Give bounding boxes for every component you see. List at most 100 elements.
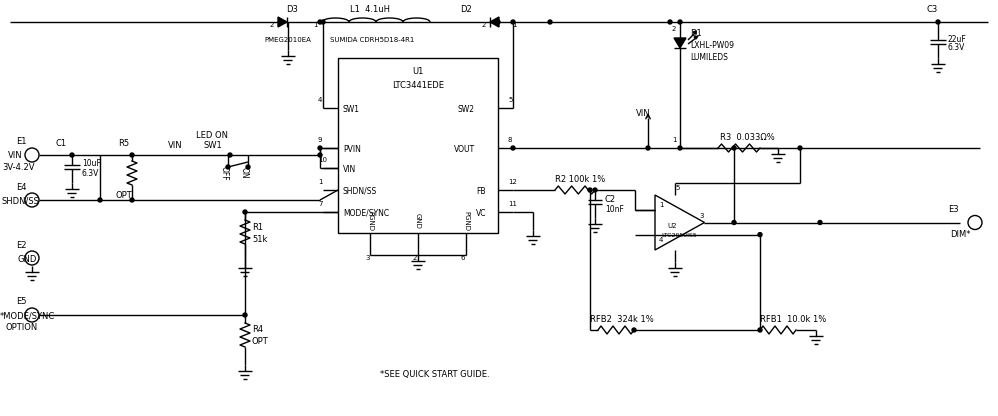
Text: OPT: OPT	[116, 191, 133, 200]
Text: 4: 4	[659, 237, 664, 243]
Text: R2 100k 1%: R2 100k 1%	[555, 174, 605, 183]
Text: 11: 11	[508, 201, 517, 207]
Text: OPT: OPT	[252, 337, 268, 346]
Polygon shape	[674, 38, 686, 48]
Text: 6.3V: 6.3V	[82, 168, 100, 178]
Text: 51k: 51k	[252, 235, 267, 245]
Text: 3: 3	[700, 213, 704, 218]
Text: R4: R4	[252, 324, 263, 334]
Circle shape	[632, 328, 636, 332]
Text: 1: 1	[313, 22, 317, 28]
Polygon shape	[490, 17, 499, 27]
Circle shape	[98, 198, 102, 202]
Circle shape	[511, 146, 515, 150]
Text: 2: 2	[672, 26, 677, 32]
Circle shape	[758, 328, 762, 332]
Text: FB: FB	[476, 186, 485, 196]
Circle shape	[243, 313, 247, 317]
Polygon shape	[694, 36, 698, 39]
Text: VIN: VIN	[636, 109, 651, 117]
Text: SW2: SW2	[458, 104, 475, 114]
Text: 10: 10	[318, 157, 327, 163]
Circle shape	[593, 188, 597, 192]
Text: VOUT: VOUT	[454, 144, 475, 154]
Circle shape	[732, 220, 736, 225]
Text: LED ON: LED ON	[196, 131, 228, 139]
Text: 9: 9	[318, 137, 322, 143]
Text: L1  4.1uH: L1 4.1uH	[350, 5, 390, 15]
Text: C1: C1	[56, 139, 67, 149]
Text: LXHL-PW09: LXHL-PW09	[690, 42, 734, 50]
Text: 2: 2	[413, 255, 417, 261]
Text: R1: R1	[252, 223, 263, 233]
Text: 5: 5	[508, 97, 512, 103]
Text: GND: GND	[18, 255, 37, 263]
Circle shape	[588, 188, 592, 192]
Text: 22uF: 22uF	[948, 35, 967, 44]
Text: U1: U1	[412, 67, 424, 77]
Text: 1: 1	[672, 137, 677, 143]
Text: 8: 8	[508, 137, 513, 143]
Text: D1: D1	[690, 30, 702, 39]
Circle shape	[732, 146, 736, 150]
Circle shape	[321, 20, 325, 24]
Text: SW1: SW1	[343, 104, 360, 114]
Circle shape	[130, 153, 134, 157]
Text: VIN: VIN	[8, 151, 23, 161]
Text: E1: E1	[16, 138, 27, 146]
Circle shape	[818, 220, 822, 225]
Circle shape	[318, 146, 322, 150]
Text: SHDN/SS: SHDN/SS	[343, 186, 377, 196]
Text: C3: C3	[927, 5, 938, 15]
Circle shape	[496, 20, 500, 24]
Circle shape	[758, 233, 762, 237]
Circle shape	[243, 210, 247, 214]
Text: SHDN/SS: SHDN/SS	[2, 196, 40, 206]
Circle shape	[228, 153, 232, 157]
Text: 3V-4.2V: 3V-4.2V	[2, 163, 35, 173]
Circle shape	[646, 146, 650, 150]
Text: U2: U2	[667, 223, 677, 228]
Circle shape	[511, 20, 515, 24]
Circle shape	[936, 20, 940, 24]
Text: 1: 1	[659, 203, 664, 208]
Text: 2: 2	[270, 22, 274, 28]
Polygon shape	[693, 31, 696, 34]
Text: 4: 4	[318, 97, 322, 103]
Text: 1: 1	[318, 179, 322, 185]
Text: LUMILEDS: LUMILEDS	[690, 52, 728, 62]
Text: RFB1  10.0k 1%: RFB1 10.0k 1%	[760, 314, 826, 324]
Circle shape	[318, 20, 322, 24]
Text: *MODE/SYNC: *MODE/SYNC	[0, 312, 55, 320]
Text: VIN: VIN	[343, 164, 356, 173]
Text: 10nF: 10nF	[605, 206, 624, 215]
Text: *SEE QUICK START GUIDE.: *SEE QUICK START GUIDE.	[380, 371, 490, 379]
Text: E3: E3	[948, 205, 959, 214]
Text: VC: VC	[476, 208, 486, 218]
Text: E4: E4	[16, 183, 27, 191]
Text: ON: ON	[240, 167, 249, 179]
Text: C2: C2	[605, 195, 616, 203]
Text: 3: 3	[365, 255, 369, 261]
Circle shape	[226, 165, 230, 169]
Text: 5: 5	[675, 185, 680, 191]
Text: OPTION: OPTION	[6, 324, 38, 332]
Text: E2: E2	[16, 240, 27, 250]
Text: SW1: SW1	[204, 141, 223, 149]
Bar	[338, 58, 498, 233]
Polygon shape	[655, 195, 705, 250]
Text: GND: GND	[415, 213, 421, 229]
Text: RFB2  324k 1%: RFB2 324k 1%	[590, 314, 654, 324]
Text: R3  0.033Ω%: R3 0.033Ω%	[720, 133, 774, 141]
Polygon shape	[278, 17, 287, 27]
Text: LTC3441EDE: LTC3441EDE	[392, 81, 444, 89]
Text: 6.3V: 6.3V	[948, 44, 965, 52]
Text: 7: 7	[318, 201, 322, 207]
Circle shape	[548, 20, 552, 24]
Text: DIM*: DIM*	[950, 230, 970, 239]
Text: 1: 1	[512, 22, 517, 28]
Circle shape	[70, 153, 74, 157]
Circle shape	[318, 153, 322, 157]
Circle shape	[678, 146, 682, 150]
Text: 10uF: 10uF	[82, 159, 101, 168]
